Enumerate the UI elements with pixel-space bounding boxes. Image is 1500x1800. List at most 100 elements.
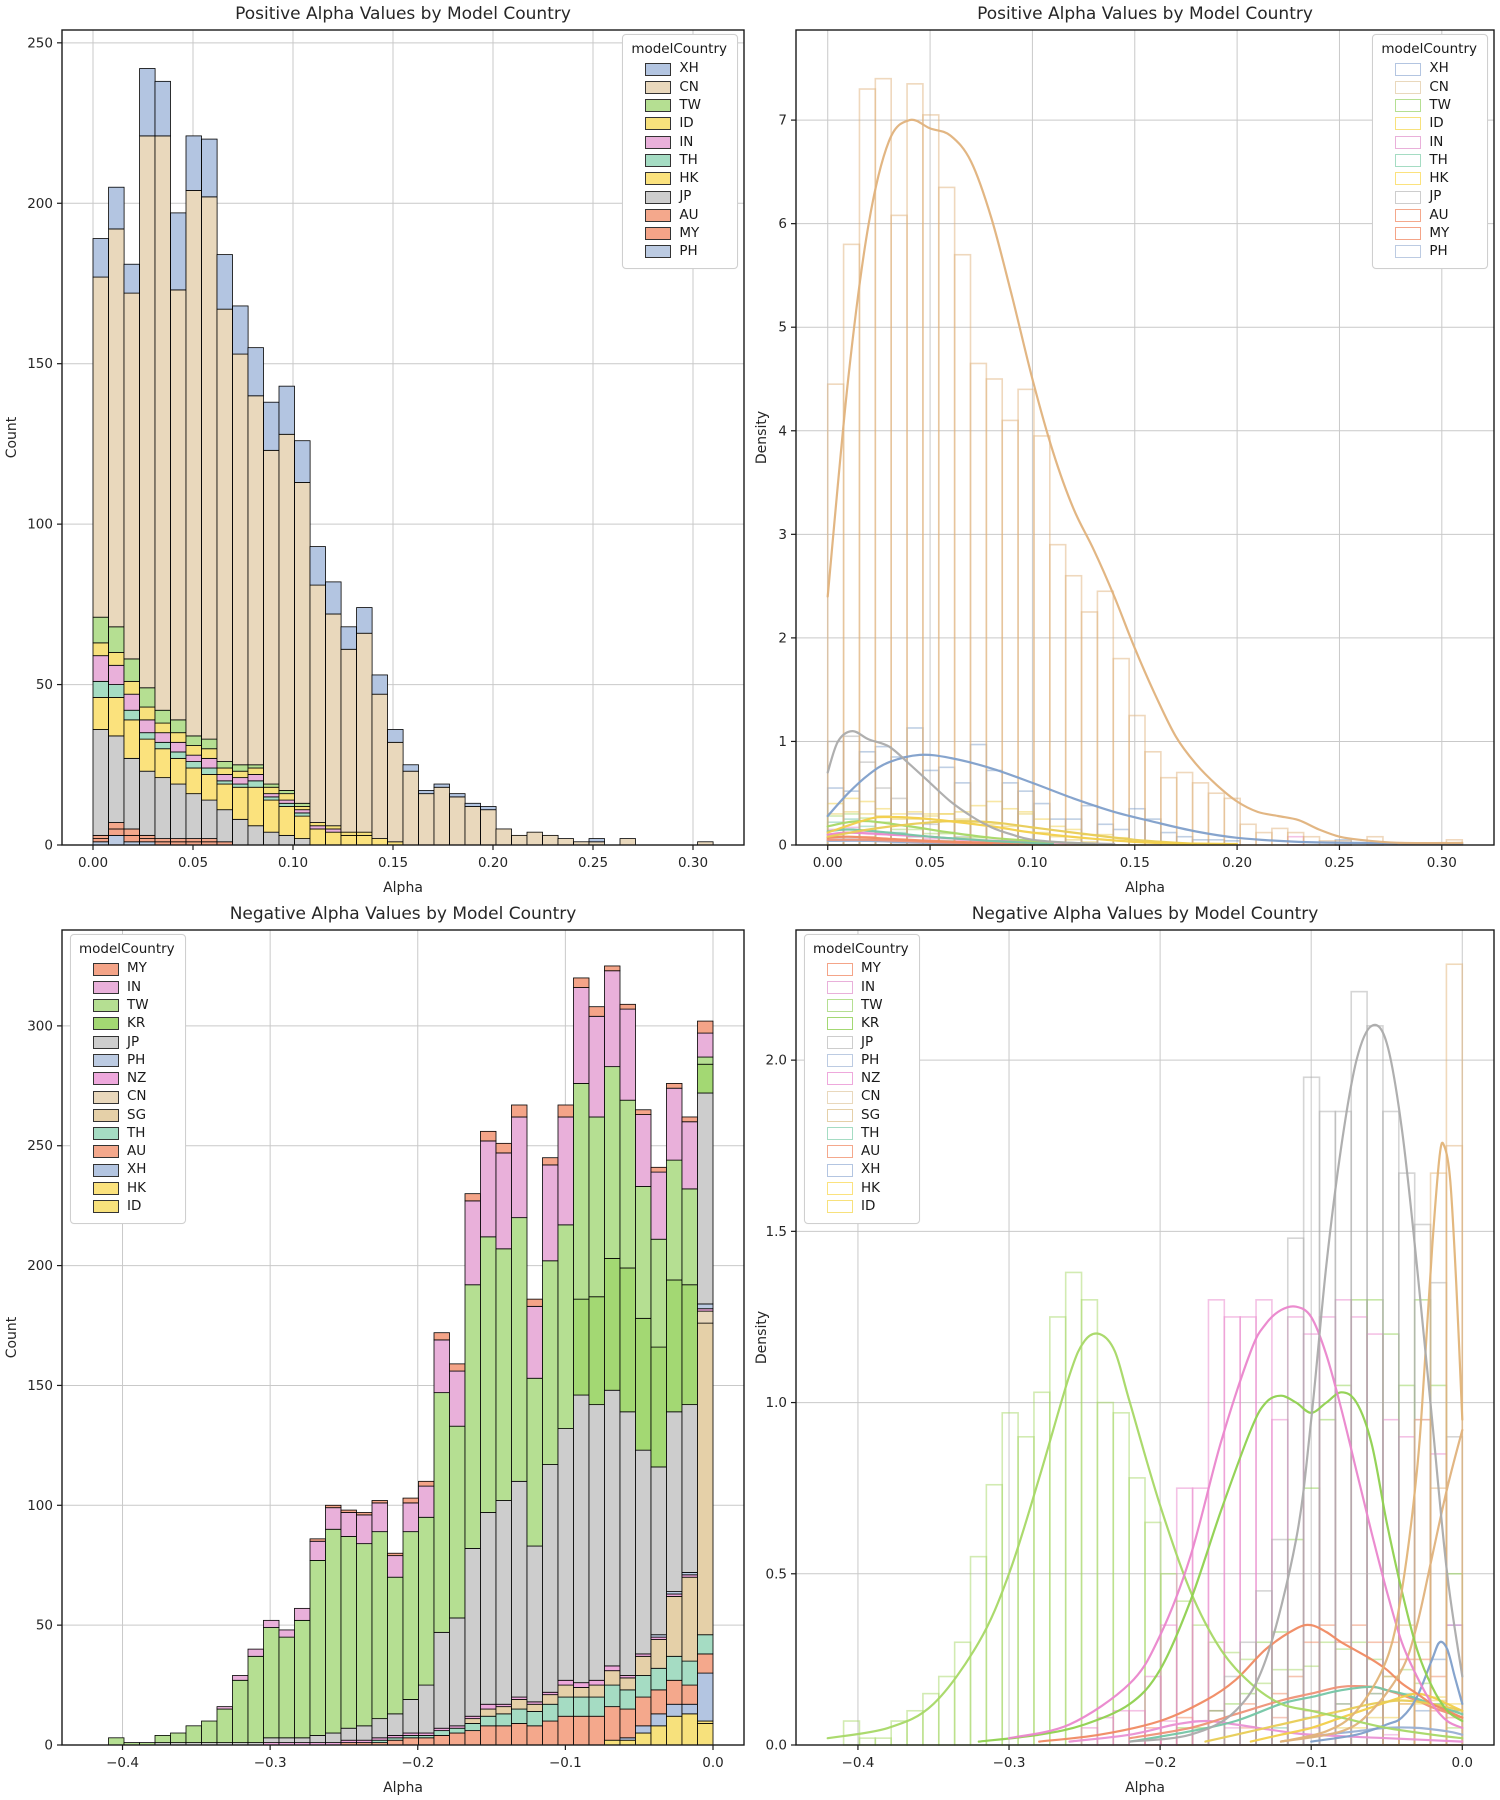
legend-label-TW: TW — [679, 96, 701, 113]
legend-item-PH: PH — [79, 1051, 175, 1069]
y-axis-label: Density — [754, 411, 770, 464]
legend-item-IN: IN — [631, 133, 727, 151]
svg-text:0.10: 0.10 — [1017, 855, 1047, 871]
legend-positive-histogram: modelCountry XH CN TW ID IN TH HK JP AU MY PH — [622, 34, 738, 270]
svg-text:5: 5 — [778, 320, 787, 336]
legend-item-TW: TW — [631, 97, 727, 115]
svg-text:−0.1: −0.1 — [1295, 1755, 1328, 1771]
legend-swatch-XH — [1395, 62, 1422, 76]
legend-label-TW: TW — [861, 996, 883, 1013]
svg-text:1.0: 1.0 — [766, 1395, 787, 1411]
svg-text:0.5: 0.5 — [766, 1566, 787, 1582]
legend-label-HK: HK — [127, 1179, 147, 1196]
negative-density-plot: −0.4 −0.3 −0.2 −0.1 0.0 0.0 0.5 1.0 1.5 2.0 Alpha D… — [754, 929, 1495, 1796]
svg-text:300: 300 — [27, 1018, 53, 1034]
legend-item-TW: TW — [79, 997, 175, 1015]
legend-label-MY: MY — [861, 960, 881, 977]
legend-swatch-HK — [645, 172, 672, 186]
svg-text:−0.3: −0.3 — [254, 1755, 287, 1771]
svg-text:0.00: 0.00 — [813, 855, 843, 871]
legend-item-AU: AU — [813, 1143, 909, 1161]
legend-item-HK: HK — [1381, 170, 1477, 188]
legend-swatch-AU — [1395, 208, 1422, 222]
legend-item-JP: JP — [1381, 188, 1477, 206]
svg-text:−0.4: −0.4 — [106, 1755, 139, 1771]
panel-negative-density: Negative Alpha Values by Model Country −… — [750, 900, 1500, 1800]
svg-text:−0.2: −0.2 — [1144, 1755, 1177, 1771]
axes: −0.4 −0.3 −0.2 −0.1 0.0 0 50 100 150 200 250 300 Alp… — [4, 929, 745, 1796]
density-bars-layer — [842, 963, 1464, 1746]
legend-item-JP: JP — [631, 188, 727, 206]
svg-text:0.15: 0.15 — [378, 855, 408, 871]
svg-text:4: 4 — [778, 423, 787, 439]
stacked-bars-layer — [92, 68, 714, 846]
legend-label-NZ: NZ — [861, 1070, 881, 1087]
svg-text:2.0: 2.0 — [766, 1053, 787, 1069]
legend-label-XH: XH — [861, 1161, 881, 1178]
legend-label-HK: HK — [861, 1179, 881, 1196]
legend-label-XH: XH — [1429, 60, 1449, 77]
svg-text:100: 100 — [27, 517, 53, 533]
legend-item-TW: TW — [813, 997, 909, 1015]
svg-text:7: 7 — [778, 113, 787, 129]
legend-swatch-TH — [1395, 154, 1422, 168]
svg-text:0: 0 — [44, 1738, 53, 1754]
legend-swatch-HK — [93, 1182, 119, 1196]
legend-title: modelCountry — [813, 941, 909, 957]
legend-label-PH: PH — [679, 243, 698, 260]
svg-text:0.05: 0.05 — [915, 855, 945, 871]
legend-item-PH: PH — [1381, 243, 1477, 261]
legend-title: modelCountry — [1381, 41, 1477, 57]
legend-label-TH: TH — [1429, 151, 1448, 168]
legend-item-HK: HK — [79, 1179, 175, 1197]
legend-label-IN: IN — [1429, 133, 1444, 150]
legend-swatch-PH — [1395, 245, 1422, 259]
legend-item-ID: ID — [813, 1198, 909, 1216]
legend-item-KR: KR — [813, 1015, 909, 1033]
legend-label-CN: CN — [679, 78, 699, 95]
svg-text:0.0: 0.0 — [1452, 1755, 1473, 1771]
legend-item-MY: MY — [631, 225, 727, 243]
legend-swatch-AU — [93, 1145, 119, 1159]
legend-label-IN: IN — [861, 978, 876, 995]
legend-label-PH: PH — [127, 1051, 146, 1068]
legend-label-NZ: NZ — [127, 1070, 147, 1087]
legend-label-AU: AU — [127, 1143, 147, 1160]
legend-swatch-AU — [827, 1145, 853, 1159]
legend-label-TW: TW — [1429, 96, 1451, 113]
svg-text:0.30: 0.30 — [678, 855, 708, 871]
positive-histogram-plot: 0.00 0.05 0.10 0.15 0.20 0.25 0.30 0 50 100 150 200… — [4, 29, 745, 896]
legend-item-PH: PH — [813, 1051, 909, 1069]
svg-text:150: 150 — [27, 1378, 53, 1394]
legend-swatch-TH — [827, 1127, 853, 1141]
svg-text:0.10: 0.10 — [278, 855, 308, 871]
legend-label-HK: HK — [679, 170, 699, 187]
legend-item-CN: CN — [813, 1088, 909, 1106]
legend-label-JP: JP — [861, 1033, 874, 1050]
legend-item-ID: ID — [79, 1198, 175, 1216]
axes: 0.00 0.05 0.10 0.15 0.20 0.25 0.30 0 50 100 150 200… — [4, 29, 745, 896]
x-axis-label: Alpha — [1125, 880, 1165, 896]
svg-text:0.25: 0.25 — [1324, 855, 1354, 871]
panel-negative-histogram: Negative Alpha Values by Model Country −… — [0, 900, 750, 1800]
legend-positive-density: modelCountry XH CN TW ID IN TH HK JP AU MY PH — [1372, 34, 1488, 270]
chart-title-positive-histogram: Positive Alpha Values by Model Country — [235, 4, 571, 24]
legend-item-JP: JP — [813, 1033, 909, 1051]
legend-label-JP: JP — [1429, 188, 1442, 205]
legend-swatch-CN — [93, 1090, 119, 1104]
legend-item-HK: HK — [631, 170, 727, 188]
svg-text:50: 50 — [36, 1618, 53, 1634]
svg-text:0: 0 — [44, 838, 53, 854]
legend-item-TH: TH — [813, 1125, 909, 1143]
legend-item-TH: TH — [1381, 151, 1477, 169]
legend-swatch-IN — [1395, 135, 1422, 149]
svg-text:0.20: 0.20 — [1222, 855, 1252, 871]
legend-label-SG: SG — [861, 1106, 881, 1123]
chart-title-negative-density: Negative Alpha Values by Model Country — [971, 904, 1319, 924]
legend-label-ID: ID — [679, 115, 694, 132]
legend-title: modelCountry — [79, 941, 175, 957]
legend-item-TW: TW — [1381, 97, 1477, 115]
kde-curves-layer — [826, 118, 1464, 846]
legend-swatch-PH — [93, 1054, 119, 1068]
svg-text:−0.4: −0.4 — [842, 1755, 875, 1771]
